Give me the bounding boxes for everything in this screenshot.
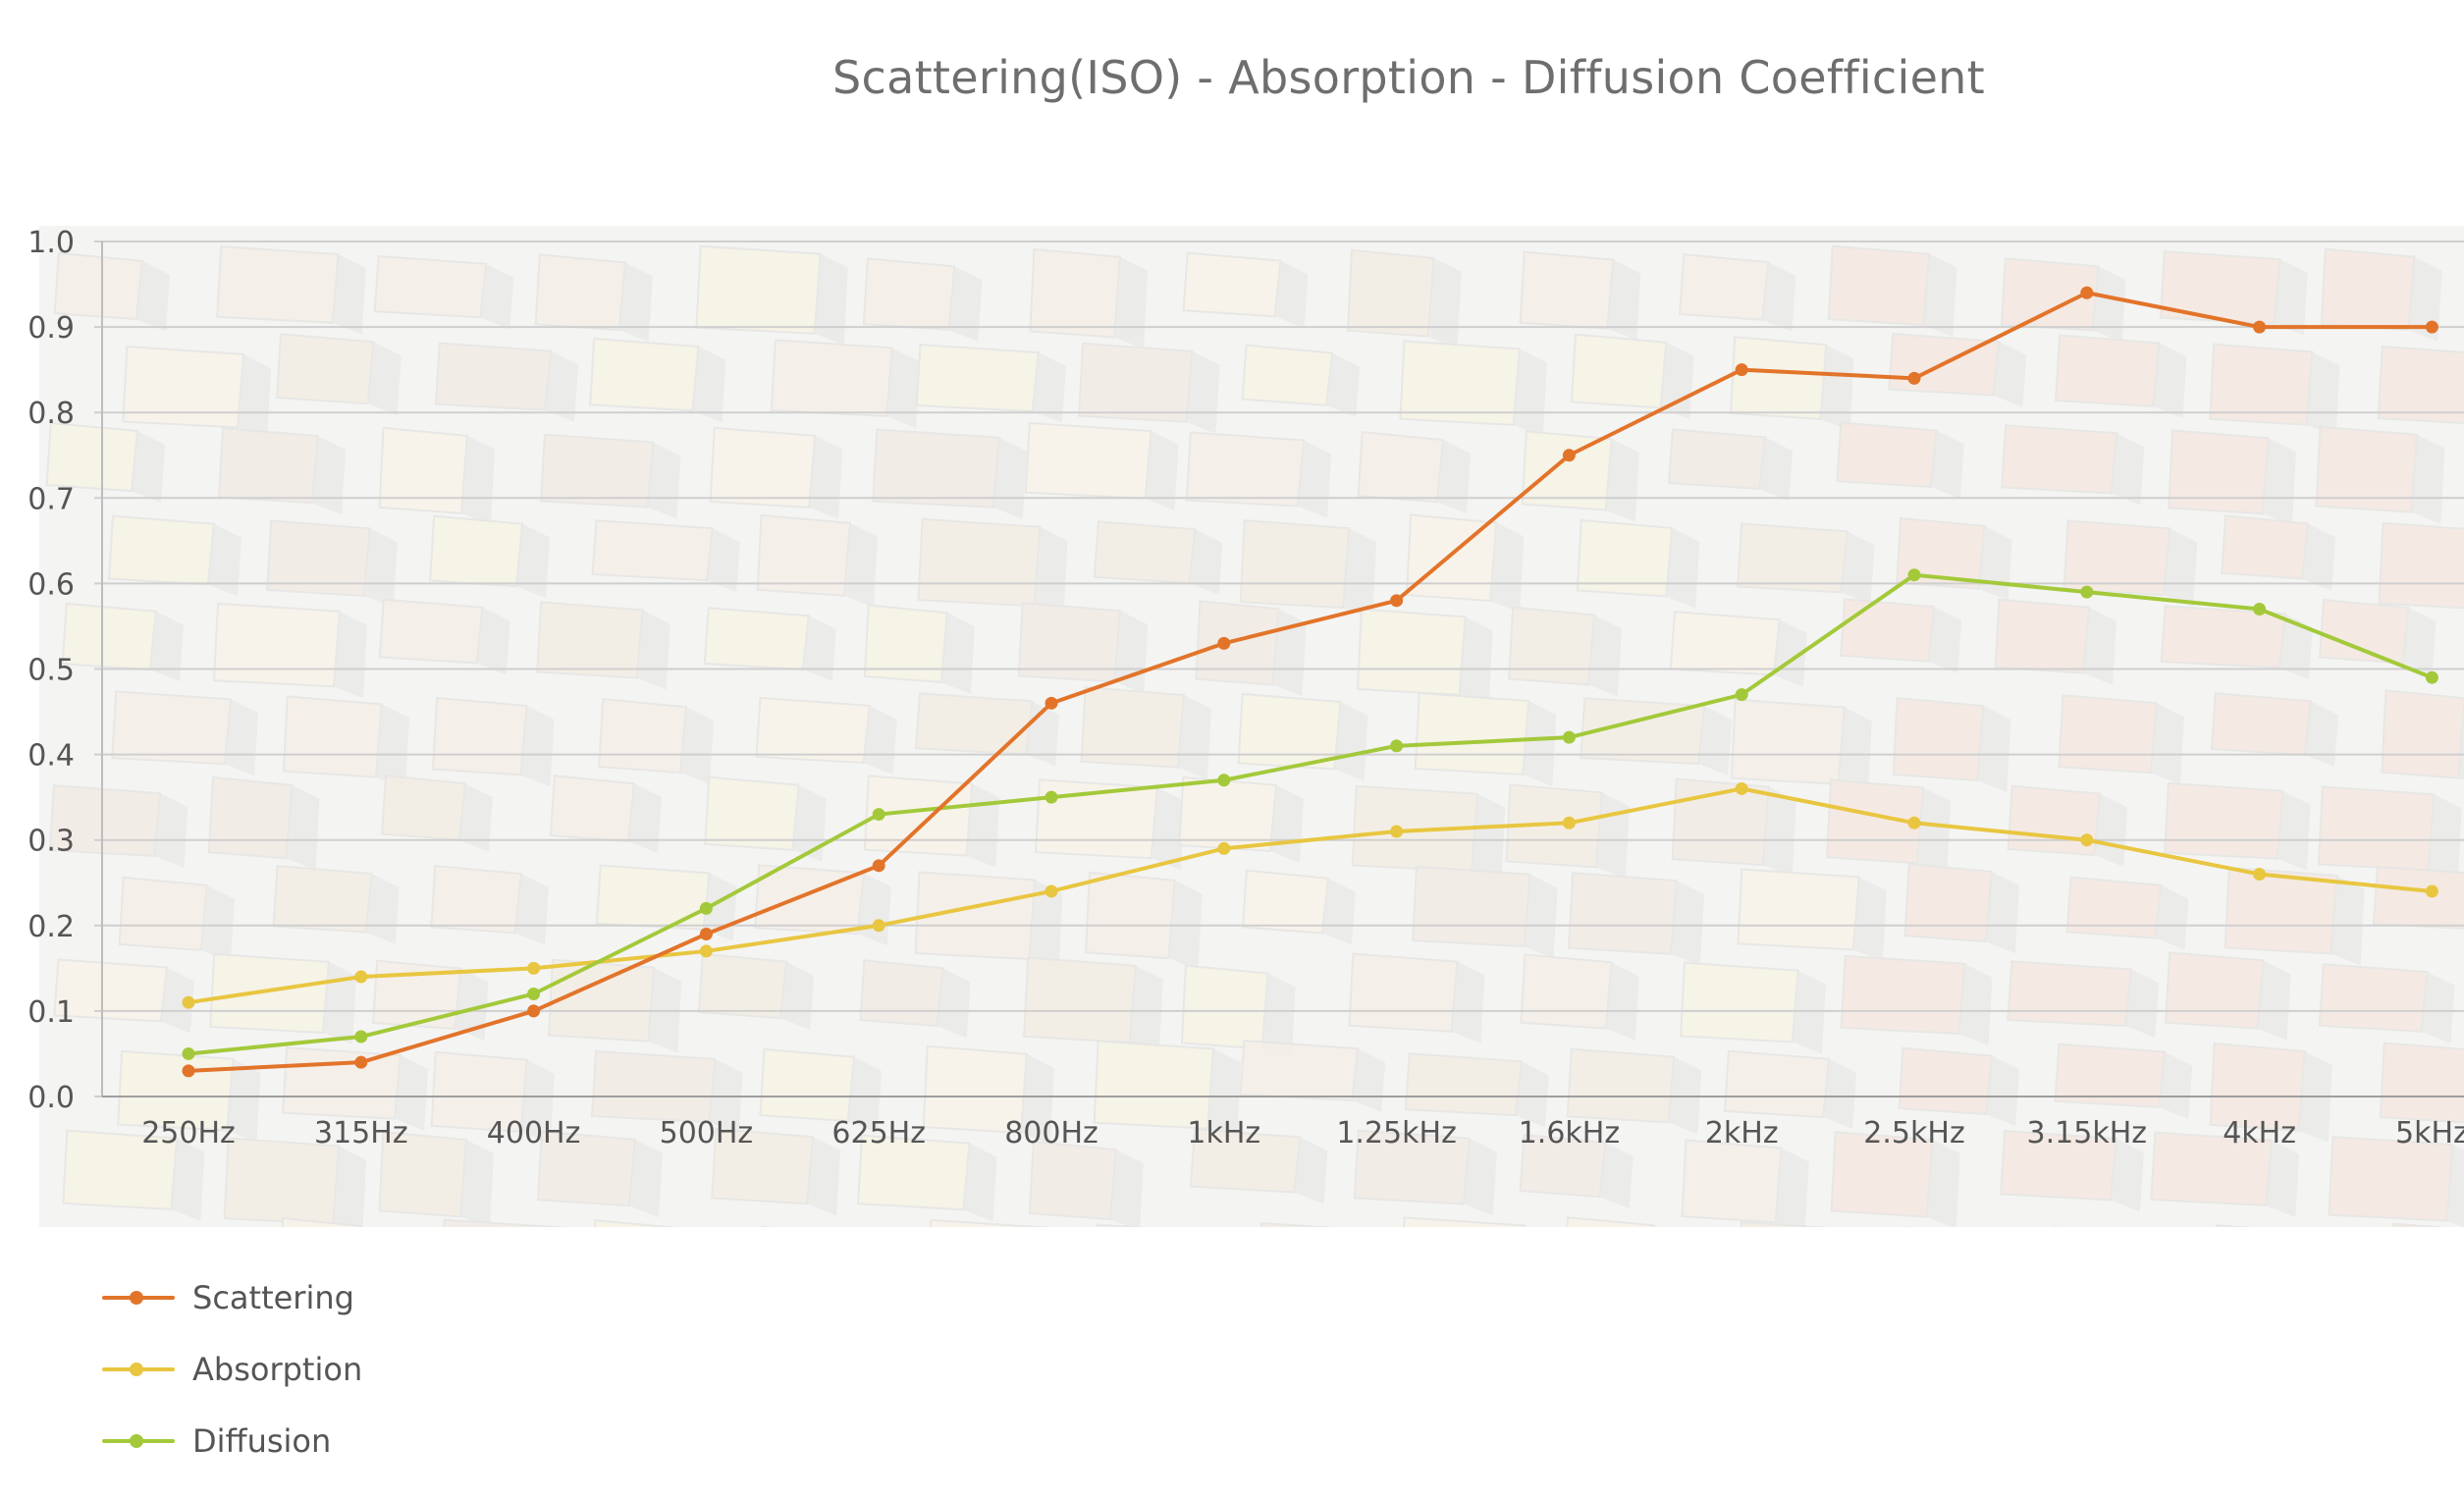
x-tick-label: 4kHz xyxy=(2223,1116,2296,1150)
y-tick-label: 0.1 xyxy=(27,995,75,1030)
x-tick-label: 2.5kHz xyxy=(1863,1116,1964,1150)
y-tick-label: 1.0 xyxy=(27,226,75,260)
x-tick-label: 800Hz xyxy=(1004,1116,1098,1150)
data-point[interactable] xyxy=(2080,833,2094,847)
x-tick-label: 1.25kHz xyxy=(1336,1116,1456,1150)
data-point[interactable] xyxy=(354,1055,368,1069)
x-tick-label: 5kHz xyxy=(2395,1116,2464,1150)
data-point[interactable] xyxy=(699,944,713,958)
data-point[interactable] xyxy=(699,928,713,941)
data-point[interactable] xyxy=(182,1046,195,1060)
y-tick-label: 0.0 xyxy=(27,1081,75,1115)
y-tick-label: 0.9 xyxy=(27,311,75,346)
legend-label: Diffusion xyxy=(192,1421,332,1460)
data-point[interactable] xyxy=(2425,320,2438,334)
y-tick-label: 0.7 xyxy=(27,482,75,516)
data-point[interactable] xyxy=(527,987,541,1000)
data-point[interactable] xyxy=(527,961,541,975)
x-tick-label: 315Hz xyxy=(314,1116,408,1150)
data-point[interactable] xyxy=(1562,816,1576,829)
x-tick-label: 1kHz xyxy=(1187,1116,1260,1150)
x-tick-label: 1.6kHz xyxy=(1519,1116,1620,1150)
data-point[interactable] xyxy=(1735,781,1748,795)
data-point[interactable] xyxy=(872,919,885,933)
x-tick-label: 2kHz xyxy=(1705,1116,1779,1150)
data-point[interactable] xyxy=(2253,868,2267,882)
data-point[interactable] xyxy=(1217,636,1231,650)
data-point[interactable] xyxy=(1045,790,1058,804)
y-tick-label: 0.6 xyxy=(27,567,75,602)
data-point[interactable] xyxy=(1390,594,1404,608)
legend: Scattering Absorption Diffusion xyxy=(102,1261,362,1476)
data-point[interactable] xyxy=(1045,884,1058,898)
data-point[interactable] xyxy=(1562,730,1576,744)
series-line xyxy=(187,572,2435,1056)
x-tick-label: 250Hz xyxy=(141,1116,236,1150)
y-tick-label: 0.8 xyxy=(27,397,75,431)
data-point[interactable] xyxy=(1390,825,1404,838)
x-tick-label: 400Hz xyxy=(487,1116,581,1150)
x-tick-label: 3.15kHz xyxy=(2027,1116,2147,1150)
data-point[interactable] xyxy=(2253,603,2267,616)
data-point[interactable] xyxy=(1045,696,1058,710)
data-point[interactable] xyxy=(1907,816,1921,829)
data-point[interactable] xyxy=(2080,286,2094,299)
data-point[interactable] xyxy=(1217,774,1231,787)
data-point[interactable] xyxy=(1390,739,1404,753)
y-tick-label: 0.5 xyxy=(27,654,75,688)
series-scattering xyxy=(182,286,2438,1078)
data-point[interactable] xyxy=(2253,320,2267,334)
legend-swatch-icon xyxy=(102,1360,175,1379)
legend-item-scattering[interactable]: Scattering xyxy=(102,1261,362,1333)
series-line xyxy=(187,786,2435,1005)
series-absorption xyxy=(182,781,2438,1009)
y-tick-label: 0.2 xyxy=(27,910,75,944)
data-point[interactable] xyxy=(872,859,885,873)
y-tick-label: 0.3 xyxy=(27,825,75,859)
y-tick-label: 0.4 xyxy=(27,739,75,774)
data-point[interactable] xyxy=(182,995,195,1009)
data-point[interactable] xyxy=(2425,670,2438,684)
data-point[interactable] xyxy=(527,1004,541,1018)
data-point[interactable] xyxy=(872,808,885,822)
data-point[interactable] xyxy=(2425,884,2438,898)
data-point[interactable] xyxy=(1735,363,1748,377)
data-point[interactable] xyxy=(1735,688,1748,702)
data-point[interactable] xyxy=(182,1064,195,1078)
legend-label: Absorption xyxy=(192,1350,363,1388)
series-layer xyxy=(182,286,2438,1078)
legend-item-absorption[interactable]: Absorption xyxy=(102,1333,362,1405)
data-point[interactable] xyxy=(2080,585,2094,599)
data-point[interactable] xyxy=(1907,371,1921,385)
legend-item-diffusion[interactable]: Diffusion xyxy=(102,1405,362,1476)
x-tick-label: 625Hz xyxy=(831,1116,926,1150)
data-point[interactable] xyxy=(354,1030,368,1043)
x-tick-label: 500Hz xyxy=(660,1116,754,1150)
axes: 0.0 0.1 0.2 0.3 0.4 0.5 0.6 0.7 0.8 0.9 1.0 250Hz 31… xyxy=(27,226,2464,1150)
data-point[interactable] xyxy=(1217,841,1231,855)
data-point[interactable] xyxy=(699,901,713,915)
series-line xyxy=(187,291,2435,1073)
data-point[interactable] xyxy=(1562,449,1576,462)
legend-label: Scattering xyxy=(192,1278,354,1316)
legend-swatch-icon xyxy=(102,1288,175,1308)
series-diffusion xyxy=(182,568,2438,1060)
legend-swatch-icon xyxy=(102,1431,175,1451)
data-point[interactable] xyxy=(1907,568,1921,582)
data-point[interactable] xyxy=(354,970,368,984)
chart-title: Scattering(ISO) - Absorption - Diffusion… xyxy=(832,51,1985,104)
